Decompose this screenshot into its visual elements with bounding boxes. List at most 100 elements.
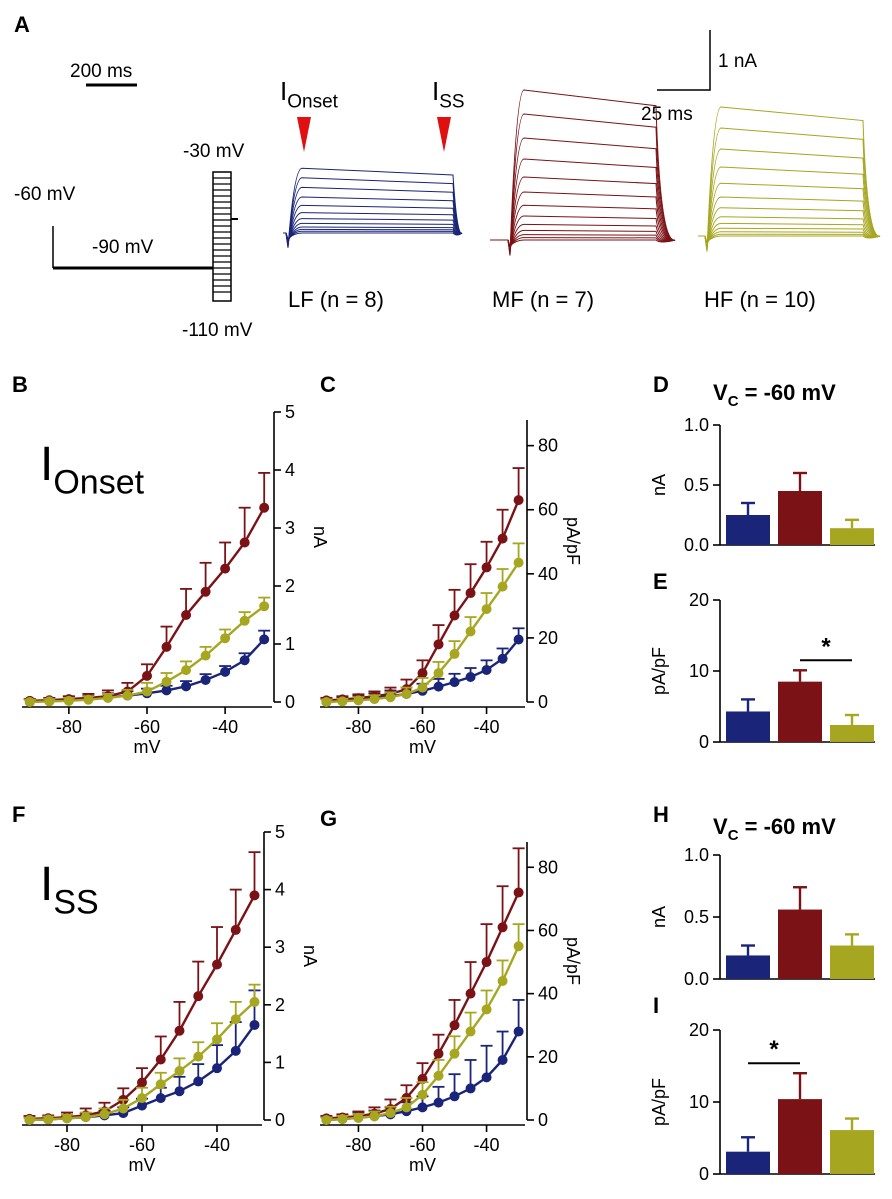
ss-arrow-label-main: I [432,76,439,106]
data-point [174,1025,185,1036]
y-axis-label: nA [649,474,669,496]
data-point [83,694,94,705]
bar-hf [830,945,874,979]
big-label-f: ISS [40,858,99,921]
data-point [193,1051,204,1062]
y-tick-label: 60 [538,500,558,520]
y-tick-label: 0.5 [684,475,709,495]
data-point [401,1102,412,1113]
current-trace [698,231,881,245]
current-trace [698,196,881,248]
bar-mf [778,491,822,545]
y-tick-label: 1.0 [684,415,709,435]
big-label-f-sub: SS [53,883,98,921]
data-point [337,696,348,707]
panel-letter-f: F [12,802,25,827]
data-point [497,653,508,664]
y-tick-label: 0 [699,732,709,752]
data-point [417,682,428,693]
onset-arrow-icon [297,117,311,152]
y-tick-label: 0 [699,1164,709,1184]
data-point [481,1004,492,1015]
panel-d: D VC = -60 mV 0.0 0.5 1.0 nA [649,372,875,555]
time-scale-label: 200 ms [70,61,132,82]
y-tick-label: 0 [275,1110,285,1130]
data-point [43,1114,54,1125]
panel-letter-h: H [653,802,669,827]
data-point [513,887,524,898]
bar-lf [726,711,770,742]
data-point [481,1072,492,1083]
y-tick-label: 3 [275,937,285,957]
data-point [497,533,508,544]
y-tick-label: 20 [538,1047,558,1067]
data-point [193,1076,204,1087]
y-tick-label: 20 [689,590,709,610]
voltage-bottom-label: -110 mV [182,320,253,341]
series-hf [23,983,261,1125]
data-point [239,537,250,548]
x-tick-label: -40 [212,717,238,737]
series-lf [23,989,261,1125]
data-point [62,1113,72,1124]
data-point [193,991,204,1002]
data-point [102,692,113,703]
data-point [155,1054,166,1065]
significance-star: * [821,633,831,660]
data-point [385,1108,396,1119]
data-point [118,1103,129,1114]
x-tick-label: -80 [345,717,371,737]
data-point [465,1083,476,1094]
data-point [137,1077,147,1088]
current-trace [698,207,881,247]
data-point [497,922,508,933]
bar-mf [778,681,822,742]
onset-arrow-label: IOnset [280,76,339,112]
data-point [481,664,492,675]
y-tick-label: 4 [275,880,285,900]
group-label-hf: HF (n = 10) [704,287,816,312]
data-point [24,697,35,707]
data-point [513,941,524,952]
traces-lf [283,167,463,248]
data-point [24,1115,35,1125]
onset-arrow-label-main: I [280,76,287,106]
current-trace [283,230,463,241]
title-d-rest: = -60 mV [739,380,837,405]
bar-hf [830,724,874,742]
x-tick-label: -40 [474,717,500,737]
ss-arrow-label-sub: SS [439,91,464,112]
data-point [369,1111,380,1122]
y-tick-label: 0 [538,1110,548,1130]
panel-letter-b: B [12,372,28,397]
current-trace [283,186,463,247]
current-trace [283,167,463,248]
data-point [433,1048,444,1059]
data-point [155,1079,166,1090]
data-point [259,634,270,645]
protocol-steps-box [212,171,232,302]
data-point [220,563,231,574]
y-tick-label: 3 [285,518,295,538]
traces-mf [490,89,676,256]
data-point [433,1097,444,1108]
data-point [449,1020,460,1031]
y-tick-label: 1 [285,634,295,654]
current-trace [283,196,463,246]
x-tick-label: -80 [54,1135,80,1155]
y-tick-label: 40 [538,984,558,1004]
data-point [142,686,152,697]
y-tick-label: 5 [285,402,295,422]
title-d-sub: C [728,393,739,410]
data-point [481,562,492,573]
data-point [99,1109,110,1120]
y-tick-label: 80 [538,857,558,877]
ss-arrow-icon [437,117,451,152]
data-point [465,626,476,637]
data-point [321,1115,332,1125]
title-h-rest: = -60 mV [739,814,837,839]
data-point [220,666,231,677]
data-point [433,668,444,679]
y-tick-label: 1.0 [684,845,709,865]
